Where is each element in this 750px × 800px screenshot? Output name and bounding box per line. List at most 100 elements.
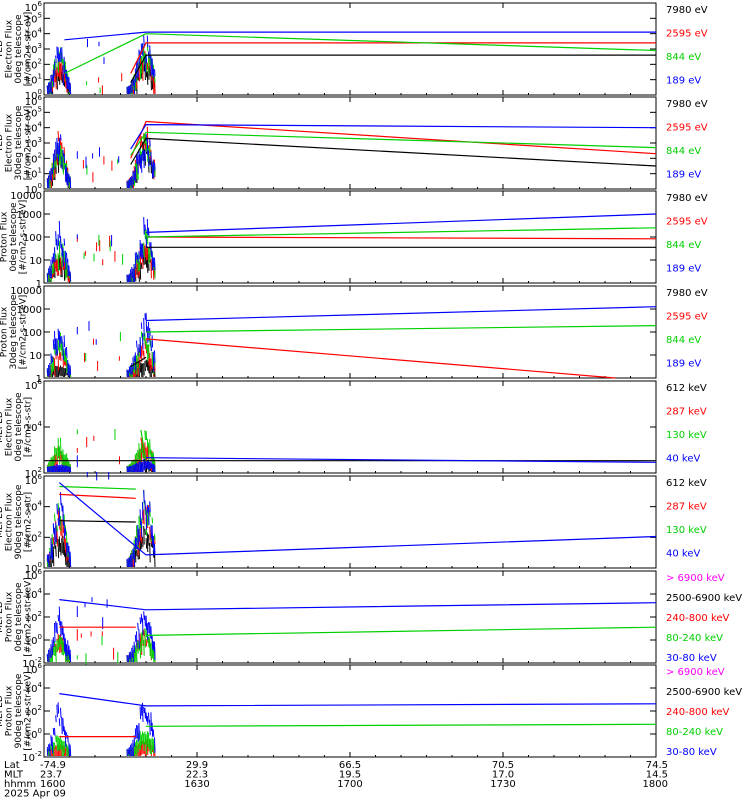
y-axis-label-line: [#/cm2-s-str-eV] (19, 295, 29, 370)
y-tick-label: 102 (25, 466, 42, 480)
y-tick-label: 100 (25, 182, 42, 196)
y-axis-label-line: 0deg telescope (14, 582, 24, 652)
flux-trace-noise (46, 134, 72, 189)
y-tick-label: 105 (25, 11, 42, 25)
x-row-label: hhmm (4, 779, 36, 790)
series-line-2 (64, 33, 657, 75)
series-line-4 (59, 599, 657, 611)
y-tick-label: 10000 (10, 191, 42, 202)
y-axis-label-line: MEPED (0, 411, 5, 443)
y-tick-label: 1 (36, 374, 42, 385)
flux-trace-sparse (76, 597, 108, 629)
series-line-1 (145, 236, 657, 240)
y-tick-label: 106 (25, 0, 43, 14)
y-tick-label: 100 (25, 561, 42, 575)
legend-entry: 287 keV (666, 502, 707, 513)
legend-entry: 40 keV (666, 454, 700, 465)
x-tick-label-lat: 29.9 (186, 760, 208, 771)
legend-entry: > 6900 keV (666, 667, 725, 678)
y-axis-label-line: Electron Flux (4, 113, 14, 172)
y-tick-label: 104 (25, 587, 43, 601)
flux-trace-sparse (85, 332, 121, 361)
y-axis-label-line: MEPED (0, 695, 5, 727)
x-row-label: MLT (4, 770, 24, 781)
flux-trace-noise (126, 458, 156, 473)
flux-trace-sparse (98, 73, 123, 95)
y-axis-label-line: [#/cm2-s-str-eV] (19, 200, 29, 275)
y-axis-label-line: 0deg telescope (14, 14, 24, 84)
y-axis-label-line: 30deg telescope (9, 294, 19, 369)
y-axis-label-line: Proton Flux (0, 211, 10, 262)
x-tick-label-mlt: 17.0 (492, 770, 514, 781)
flux-trace-sparse (86, 159, 119, 175)
flux-trace-sparse (83, 234, 124, 265)
flux-trace-noise (126, 611, 156, 663)
y-axis-label: Proton Flux 0deg telescope [#/cm2-s-str-eV… (0, 200, 29, 275)
x-tick-label-mlt: 22.3 (186, 770, 208, 781)
legend-entry: 2595 eV (666, 312, 708, 323)
legend-entry: 30-80 keV (666, 747, 717, 758)
x-tick-label-hhmm: 1700 (337, 779, 362, 790)
legend-entry: 2500-6900 keV (666, 593, 742, 604)
flux-trace-sparse (86, 81, 101, 94)
legend-entry: 844 eV (666, 240, 701, 251)
flux-trace-noise (46, 463, 72, 473)
y-axis-label-line: TED (0, 40, 5, 59)
x-row-label: 2025 Apr 09 (4, 789, 66, 800)
legend-entry: 7980 eV (666, 5, 708, 16)
legend-entry: 612 keV (666, 478, 707, 489)
series-line-0 (130, 137, 657, 167)
flux-trace-noise (46, 492, 72, 568)
legend-entry: 189 eV (666, 359, 701, 370)
flux-trace-noise (126, 702, 156, 757)
y-tick-label: 106 (25, 662, 43, 676)
y-axis-label: Proton Flux 30deg telescope [#/cm2-s-str-e… (0, 294, 29, 369)
series-line-3 (64, 31, 656, 41)
flux-trace-noise (46, 606, 72, 663)
y-axis-label-line: Electron Flux (4, 492, 14, 551)
series-line-2 (145, 325, 657, 333)
y-axis-label-line: 90deg telescope (14, 484, 24, 559)
y-tick-label: 1000 (17, 210, 42, 221)
legend-entry: 240-800 keV (666, 613, 730, 624)
y-axis-label-line: Electron Flux (4, 19, 14, 78)
series-line-3 (145, 213, 657, 233)
legend-entry: 7980 eV (666, 288, 708, 299)
series-line-3 (58, 482, 657, 556)
legend-entry: 130 keV (666, 525, 707, 536)
y-tick-label: 104 (25, 27, 43, 41)
y-tick-label: 100 (25, 88, 42, 102)
series-line-1 (145, 338, 616, 379)
series-line-4 (59, 693, 657, 707)
y-axis-label-line: Proton Flux (4, 591, 14, 642)
flux-trace-sparse (76, 234, 113, 247)
x-tick-label-hhmm: 1800 (643, 779, 668, 790)
x-tick-label-mlt: 19.5 (339, 770, 361, 781)
y-tick-label: 104 (25, 500, 43, 514)
legend-entry: 189 eV (666, 264, 701, 275)
flux-trace-sparse (82, 156, 113, 183)
y-tick-label: 100 (25, 727, 42, 741)
legend-entry: 844 eV (666, 146, 701, 157)
legend-entry: 2595 eV (666, 29, 708, 40)
legend-entry: 844 eV (666, 335, 701, 346)
y-tick-label: 101 (25, 73, 42, 87)
y-axis-label-line: [#/cm2-s-str-eV] (23, 12, 33, 87)
flux-trace-sparse (87, 38, 105, 64)
legend-entry: 30-80 keV (666, 653, 717, 664)
flux-trace-noise (46, 46, 72, 95)
legend-entry: 80-240 keV (666, 727, 723, 738)
series-line-2 (140, 430, 147, 461)
y-tick-label: 103 (25, 42, 42, 56)
y-tick-label: 102 (25, 610, 42, 624)
y-tick-label: 10000 (10, 286, 42, 297)
legend-entry: 612 keV (666, 383, 707, 394)
x-tick-label-hhmm: 1600 (40, 779, 65, 790)
y-tick-label: 1000 (17, 305, 42, 316)
flux-trace-sparse (76, 435, 120, 465)
series-line-3 (145, 626, 657, 636)
